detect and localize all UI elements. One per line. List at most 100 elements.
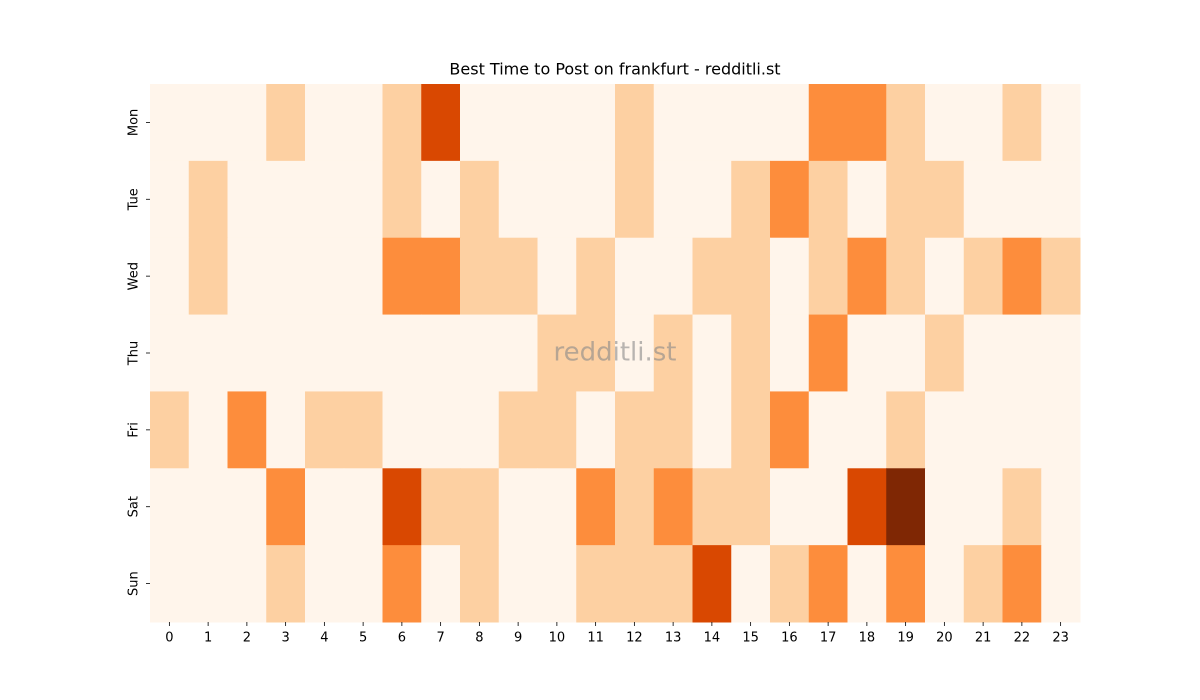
heatmap-cell [421,84,461,162]
heatmap-cell [537,468,577,546]
heatmap-cell [537,545,577,623]
heatmap-cell [808,237,848,316]
heatmap-cell [460,314,500,392]
heatmap-cell [1041,468,1081,546]
heatmap-cell [382,314,422,392]
heatmap-cell [731,84,771,162]
heatmap-cell [653,237,693,316]
x-tick-label: 22 [1014,631,1031,646]
heatmap-cell [460,391,500,469]
heatmap-cell [227,160,267,239]
heatmap-cell [266,314,306,392]
heatmap-cell [498,545,538,623]
heatmap-cell [188,391,228,469]
x-tick-label: 5 [359,631,367,646]
heatmap-cell [576,160,616,239]
heatmap-cell [227,545,267,623]
heatmap-cell [227,468,267,546]
x-tick-label: 23 [1052,631,1069,646]
heatmap-cell [1041,391,1081,469]
y-tick-label: Thu [127,341,142,366]
heatmap-cell [305,160,345,239]
heatmap-cell [808,391,848,469]
heatmap-cell [808,468,848,546]
heatmap-cell [305,237,345,316]
heatmap-cell [847,84,887,162]
heatmap-cell [692,391,732,469]
heatmap-cell [925,160,965,239]
heatmap-cell [886,391,926,469]
heatmap-cell [498,391,538,469]
heatmap-cell [227,391,267,469]
heatmap-cell [537,237,577,316]
x-tick-label: 7 [436,631,444,646]
heatmap-cell [886,237,926,316]
x-tick-label: 1 [204,631,212,646]
heatmap-cell [731,391,771,469]
heatmap-cell [188,314,228,392]
heatmap-cell [343,545,383,623]
heatmap-cell [266,468,306,546]
heatmap-cell [382,545,422,623]
x-tick-label: 14 [704,631,721,646]
heatmap-cell [653,468,693,546]
heatmap-cell [150,391,190,469]
x-tick-label: 13 [665,631,682,646]
heatmap-cell [615,468,655,546]
y-tick-label: Sun [127,571,142,596]
heatmap-cell [576,391,616,469]
heatmap-cell [421,314,461,392]
heatmap-cell [847,160,887,239]
heatmap-cell [150,468,190,546]
heatmap-cell [963,391,1003,469]
heatmap-cell [421,160,461,239]
chart-title: Best Time to Post on frankfurt - redditl… [449,60,780,79]
heatmap-cell [460,468,500,546]
heatmap-cell [808,545,848,623]
heatmap-cell [266,545,306,623]
x-tick-label: 11 [587,631,604,646]
x-tick-label: 18 [859,631,876,646]
heatmap-cell [886,314,926,392]
heatmap-cell [1002,237,1042,316]
x-tick-label: 4 [320,631,328,646]
heatmap-cell [886,160,926,239]
heatmap-cell [305,84,345,162]
x-tick-label: 17 [820,631,837,646]
heatmap-cell [188,545,228,623]
heatmap-cell [1041,545,1081,623]
heatmap-cell [770,160,810,239]
x-tick-label: 9 [514,631,522,646]
heatmap-cell [188,468,228,546]
heatmap-cell [498,237,538,316]
heatmap-cell [576,314,616,392]
heatmap-cell [227,314,267,392]
x-tick-label: 12 [626,631,643,646]
heatmap-cell [770,84,810,162]
heatmap-cell [382,391,422,469]
heatmap-cell [576,84,616,162]
heatmap-cell [808,314,848,392]
heatmap-cell [808,84,848,162]
heatmap-cell [537,391,577,469]
heatmap-cell [343,314,383,392]
y-tick-label: Wed [127,262,142,290]
heatmap-cell [925,468,965,546]
heatmap-cell [963,84,1003,162]
heatmap-cell [1002,545,1042,623]
heatmap-cell [460,160,500,239]
x-tick-label: 20 [936,631,953,646]
heatmap-cell [343,391,383,469]
x-tick-label: 19 [897,631,914,646]
heatmap-cell [886,468,926,546]
heatmap-cell [770,468,810,546]
heatmap-cell [1041,314,1081,392]
y-tick-label: Sat [127,496,142,517]
heatmap-cell [692,314,732,392]
heatmap-cell [925,84,965,162]
heatmap-cell [460,237,500,316]
heatmap-cell [615,314,655,392]
heatmap-cell [1041,237,1081,316]
heatmap-cell [925,545,965,623]
heatmap-cell [421,391,461,469]
